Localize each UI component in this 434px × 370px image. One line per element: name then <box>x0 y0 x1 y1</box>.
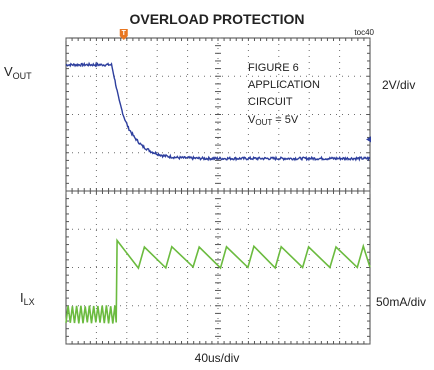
annotation-line-4: VOUT = 5V <box>248 114 299 127</box>
ilx-scale-label: 50mA/div <box>376 295 426 309</box>
vout-scale-label: 2V/div <box>382 78 415 92</box>
ilx-channel-label: ILX <box>20 290 35 307</box>
vout-channel-label: VOUT <box>4 64 32 81</box>
annotation-line-1: FIGURE 6 <box>248 62 299 74</box>
annotation-line-3: CIRCUIT <box>248 96 293 108</box>
chart-title: OVERLOAD PROTECTION <box>129 11 304 27</box>
trigger-marker-icon: T <box>119 29 128 40</box>
figure-id: toc40 <box>354 28 374 37</box>
scope-traces <box>65 61 371 324</box>
ilx-trace <box>65 238 371 324</box>
annotation-line-2: APPLICATION <box>248 79 320 91</box>
offset-arrow-icon <box>366 136 371 143</box>
vout-trace <box>65 61 371 162</box>
scope-grid <box>65 37 371 345</box>
time-scale-label: 40us/div <box>195 351 240 365</box>
trigger-marker-label: T <box>122 30 127 37</box>
